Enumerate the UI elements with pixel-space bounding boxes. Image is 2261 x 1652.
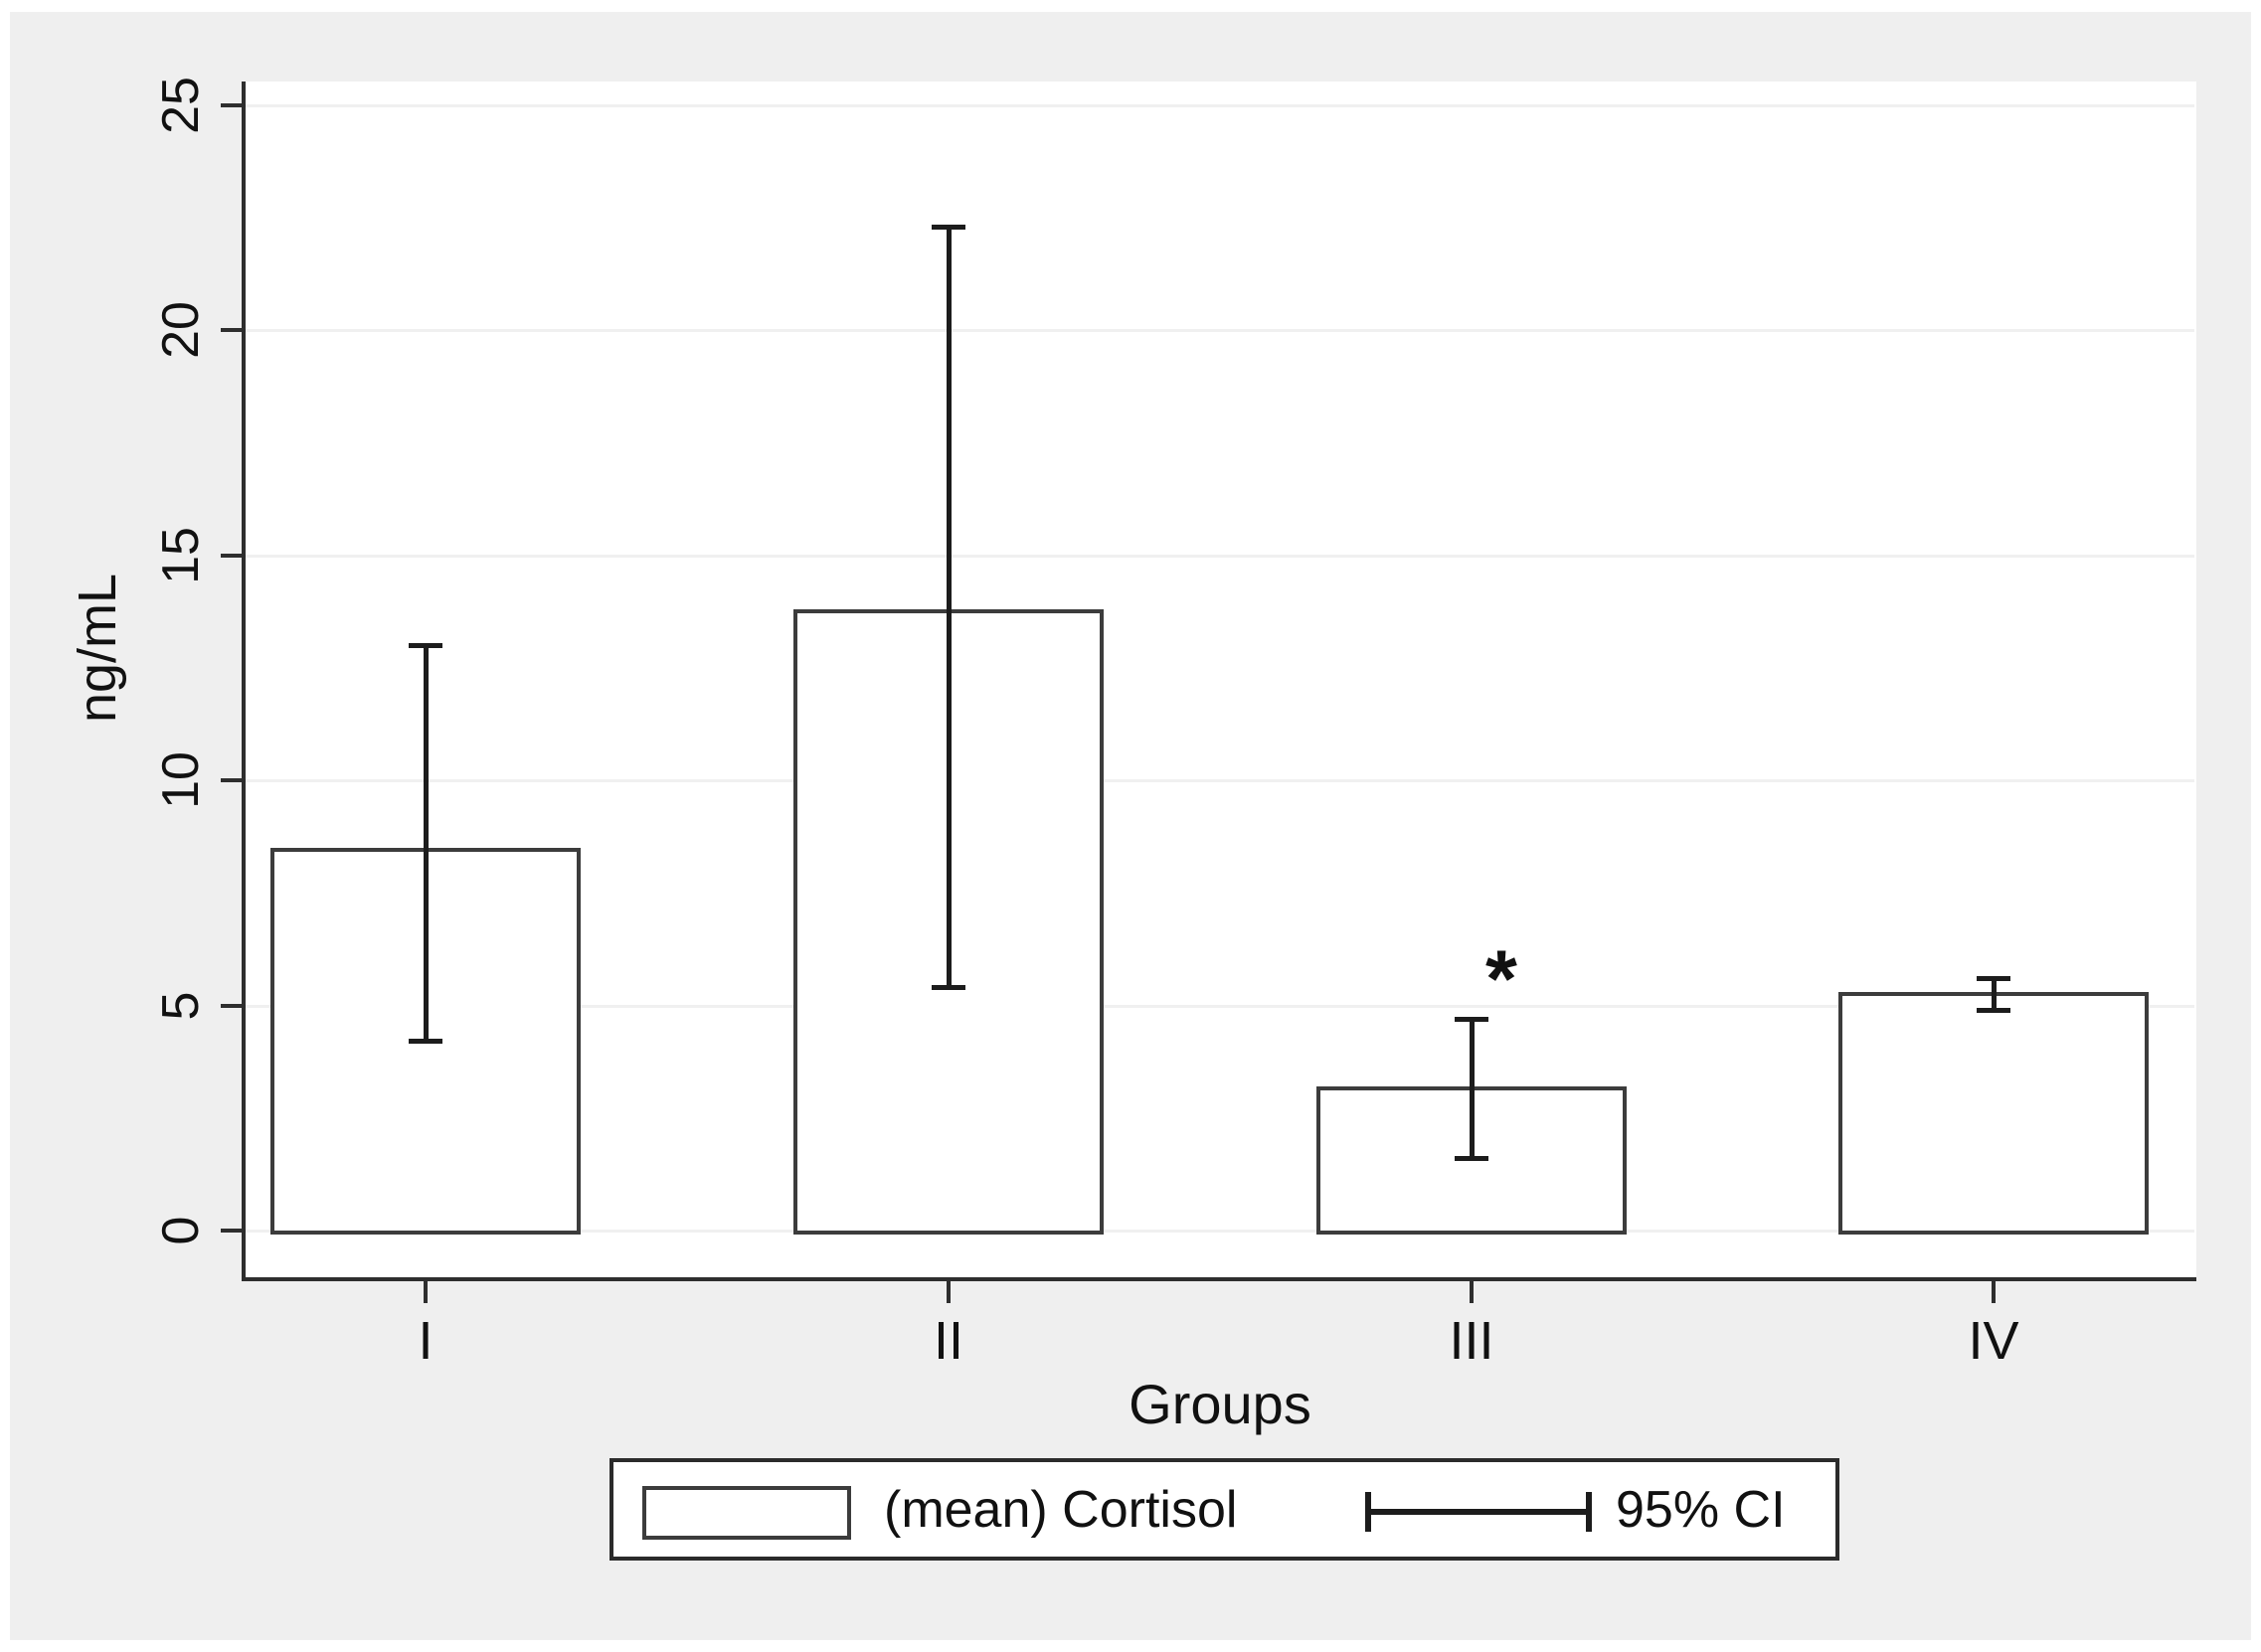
legend-ci-glyph [1365, 1509, 1592, 1515]
gridline-y-20 [246, 329, 2194, 333]
legend-bar-label: (mean) Cortisol [884, 1480, 1238, 1539]
gridline-y-25 [246, 104, 2194, 107]
x-axis-line [242, 1277, 2196, 1281]
error-bar-IV [1991, 978, 1997, 1011]
y-tick-label-15: 15 [152, 526, 210, 584]
bar-IV [1838, 992, 2149, 1235]
gridline-y-15 [246, 554, 2194, 558]
legend-bar-swatch [642, 1486, 851, 1540]
x-tick-II [947, 1281, 951, 1303]
legend-ci-glyph-right-cap [1586, 1492, 1592, 1532]
gridline-y-10 [246, 779, 2194, 783]
error-cap-high-III [1455, 1016, 1488, 1022]
x-tick-label-IV: IV [1968, 1311, 2019, 1371]
y-tick-5 [221, 1003, 244, 1008]
chart-canvas: 0 5 10 15 20 25 I II III IV * ng/mL Groups (mean)… [10, 12, 2251, 1640]
y-tick-25 [221, 103, 244, 107]
y-tick-15 [221, 553, 244, 558]
y-tick-label-5: 5 [152, 991, 210, 1021]
error-cap-low-II [932, 984, 965, 990]
significance-star-III: * [1485, 934, 1517, 1026]
legend-ci-label: 95% CI [1616, 1480, 1786, 1539]
y-tick-10 [221, 778, 244, 783]
y-tick-label-25: 25 [152, 77, 210, 134]
y-tick-0 [221, 1229, 244, 1233]
gridline-y-0 [246, 1230, 2194, 1233]
error-cap-high-II [932, 224, 965, 230]
x-axis-title: Groups [1129, 1373, 1311, 1435]
y-axis-title: ng/mL [68, 573, 127, 724]
error-cap-high-IV [1977, 975, 2010, 981]
y-tick-20 [221, 328, 244, 333]
legend-ci-glyph-left-cap [1365, 1492, 1371, 1532]
y-tick-label-20: 20 [152, 301, 210, 360]
error-cap-low-I [409, 1039, 442, 1045]
x-tick-label-III: III [1449, 1311, 1494, 1371]
x-tick-I [424, 1281, 428, 1303]
x-tick-IV [1992, 1281, 1996, 1303]
error-cap-low-IV [1977, 1007, 2010, 1013]
error-bar-III [1469, 1019, 1475, 1159]
gridline-y-5 [246, 1004, 2194, 1008]
legend: (mean) Cortisol 95% CI [609, 1458, 1839, 1561]
error-bar-II [946, 227, 952, 988]
x-tick-label-II: II [933, 1311, 964, 1371]
y-tick-label-10: 10 [152, 751, 210, 810]
y-tick-label-0: 0 [152, 1216, 210, 1245]
y-axis-line [242, 82, 246, 1281]
error-bar-I [423, 645, 429, 1042]
x-tick-III [1470, 1281, 1474, 1303]
x-tick-label-I: I [418, 1311, 434, 1371]
error-cap-low-III [1455, 1156, 1488, 1162]
error-cap-high-I [409, 642, 442, 648]
